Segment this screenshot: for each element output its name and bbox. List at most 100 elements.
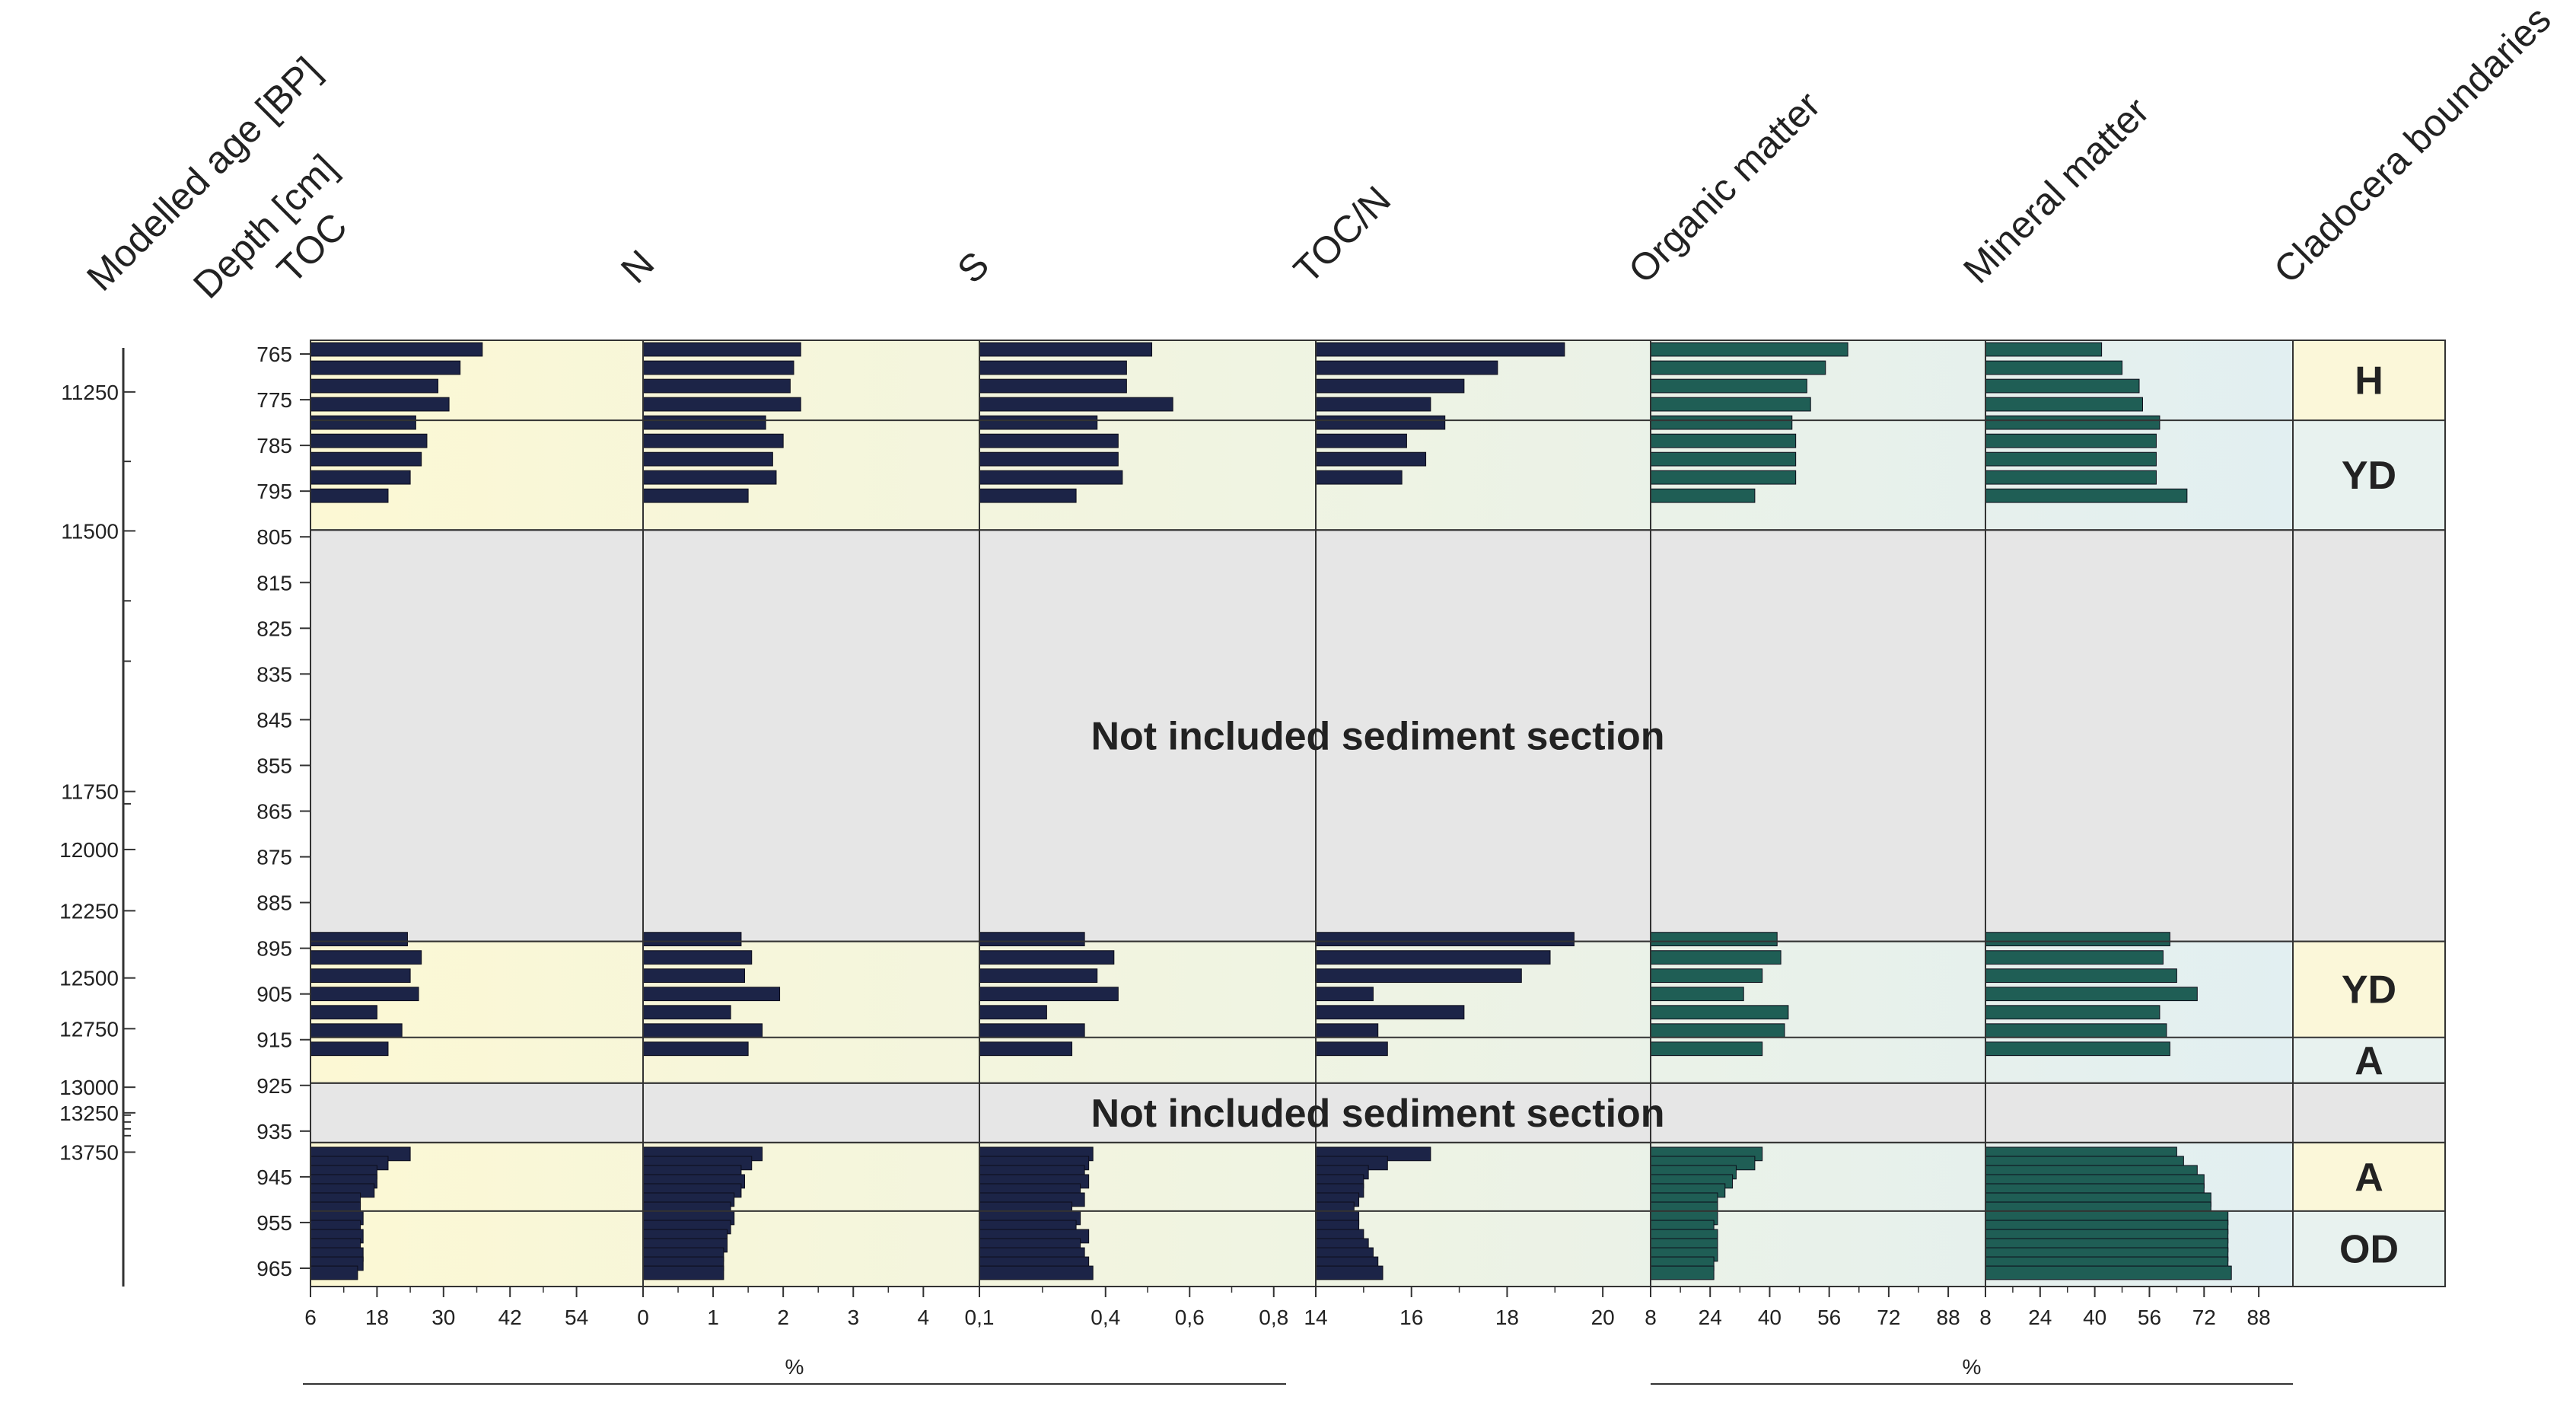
bar-organic-matter xyxy=(1650,1041,1763,1057)
x-group-label-2: % xyxy=(1963,1355,1982,1379)
x-tick-label-toc-n: 14 xyxy=(1304,1306,1327,1329)
age-tick-label: 11750 xyxy=(61,780,119,804)
x-tick-label-mineral-matter: 56 xyxy=(2138,1306,2161,1329)
bar-mineral-matter xyxy=(1985,987,2198,1002)
bar-toc-n xyxy=(1315,397,1431,412)
age-tick-label: 12000 xyxy=(59,838,119,862)
bar-toc-n xyxy=(1315,968,1522,984)
age-tick-label: 13750 xyxy=(59,1140,119,1164)
zone-cell-h xyxy=(2293,340,2445,421)
zone-label-a: A xyxy=(2355,1039,2383,1083)
bar-s xyxy=(979,451,1119,467)
bar-mineral-matter xyxy=(1985,378,2140,394)
x-tick-label-mineral-matter: 88 xyxy=(2247,1306,2271,1329)
bar-n xyxy=(642,397,801,412)
bar-toc xyxy=(310,360,461,375)
gap-section xyxy=(310,1082,2446,1143)
bar-toc-n xyxy=(1315,342,1565,357)
bar-s xyxy=(979,950,1115,965)
bar-mineral-matter xyxy=(1985,1265,2232,1280)
depth-tick-label: 885 xyxy=(256,891,292,915)
zone-cell-a xyxy=(2293,1142,2445,1211)
x-tick-label-organic-matter: 8 xyxy=(1645,1306,1657,1329)
x-tick-label-organic-matter: 88 xyxy=(1937,1306,1960,1329)
zone-background-od xyxy=(310,1210,2293,1287)
column-header-s: S xyxy=(949,244,997,292)
bar-mineral-matter xyxy=(1985,1023,2167,1038)
x-tick-label-s: 0,1 xyxy=(965,1306,995,1329)
bar-organic-matter xyxy=(1650,397,1811,412)
bar-s xyxy=(979,968,1098,984)
zone-cell-yd xyxy=(2293,941,2445,1038)
x-tick-label-organic-matter: 24 xyxy=(1699,1306,1722,1329)
zone-cell-a xyxy=(2293,1037,2445,1083)
bar-mineral-matter xyxy=(1985,433,2157,448)
zone-background-a xyxy=(310,1142,2293,1211)
zone-background-a xyxy=(310,1037,2293,1083)
bar-toc xyxy=(310,433,428,448)
bar-n xyxy=(642,1023,763,1038)
bar-organic-matter xyxy=(1650,451,1797,467)
x-tick-label-toc-n: 20 xyxy=(1591,1306,1615,1329)
bar-mineral-matter xyxy=(1985,950,2164,965)
bar-mineral-matter xyxy=(1985,1005,2160,1020)
x-tick-label-organic-matter: 56 xyxy=(1817,1306,1841,1329)
x-tick-label-n: 0 xyxy=(637,1306,649,1329)
bar-organic-matter xyxy=(1650,342,1848,357)
bar-toc-n xyxy=(1315,1005,1465,1020)
bar-organic-matter xyxy=(1650,987,1744,1002)
depth-tick-label: 765 xyxy=(256,343,292,366)
bar-mineral-matter xyxy=(1985,470,2157,485)
depth-tick-label: 965 xyxy=(256,1257,292,1280)
bar-n xyxy=(642,470,777,485)
x-tick-label-mineral-matter: 40 xyxy=(2083,1306,2106,1329)
age-tick-label: 12750 xyxy=(59,1017,119,1041)
bar-mineral-matter xyxy=(1985,1041,2170,1057)
depth-tick-label: 785 xyxy=(256,434,292,458)
bar-organic-matter xyxy=(1650,378,1807,394)
panel-backgrounds xyxy=(310,340,2446,1287)
x-tick-label-s: 0,4 xyxy=(1091,1306,1120,1329)
axes xyxy=(122,348,2293,1385)
column-header-organic-matter: Organic matter xyxy=(1620,83,1828,291)
bar-toc xyxy=(310,950,422,965)
bar-toc xyxy=(310,1023,403,1038)
depth-tick-label: 875 xyxy=(256,846,292,869)
zone-label-yd: YD xyxy=(2342,968,2396,1012)
panel-frames xyxy=(310,340,2446,1287)
x-tick-label-toc: 6 xyxy=(304,1306,317,1329)
bar-n xyxy=(642,451,773,467)
bar-s xyxy=(979,1023,1085,1038)
bar-toc-n xyxy=(1315,415,1446,430)
depth-tick-label: 925 xyxy=(256,1074,292,1098)
bar-mineral-matter xyxy=(1985,342,2103,357)
zone-label-od: OD xyxy=(2339,1227,2399,1271)
bar-toc-n xyxy=(1315,433,1407,448)
bar-mineral-matter xyxy=(1985,488,2188,503)
column-header-cladocera-boundaries: Cladocera boundaries xyxy=(2266,0,2559,292)
depth-tick-label: 845 xyxy=(256,708,292,732)
depth-tick-label: 865 xyxy=(256,799,292,823)
bar-toc xyxy=(310,932,408,947)
depth-tick-label: 825 xyxy=(256,617,292,640)
zone-background-yd xyxy=(310,941,2293,1038)
x-group-label-1: % xyxy=(785,1355,804,1379)
age-tick-label: 12500 xyxy=(59,967,119,990)
x-tick-label-toc: 30 xyxy=(431,1306,455,1329)
bar-n xyxy=(642,987,781,1002)
age-tick-label: 13250 xyxy=(59,1102,119,1125)
bar-n xyxy=(642,950,753,965)
column-header-mineral-matter: Mineral matter xyxy=(1955,89,2157,292)
depth-tick-label: 935 xyxy=(256,1120,292,1143)
bar-s xyxy=(979,987,1119,1002)
bar-s xyxy=(979,488,1077,503)
bar-mineral-matter xyxy=(1985,415,2160,430)
bar-s xyxy=(979,342,1153,357)
zone-background-h xyxy=(310,340,2293,421)
x-tick-label-mineral-matter: 24 xyxy=(2028,1306,2052,1329)
bar-n xyxy=(642,932,742,947)
bar-organic-matter xyxy=(1650,415,1793,430)
depth-tick-label: 915 xyxy=(256,1028,292,1052)
bar-s xyxy=(979,433,1119,448)
